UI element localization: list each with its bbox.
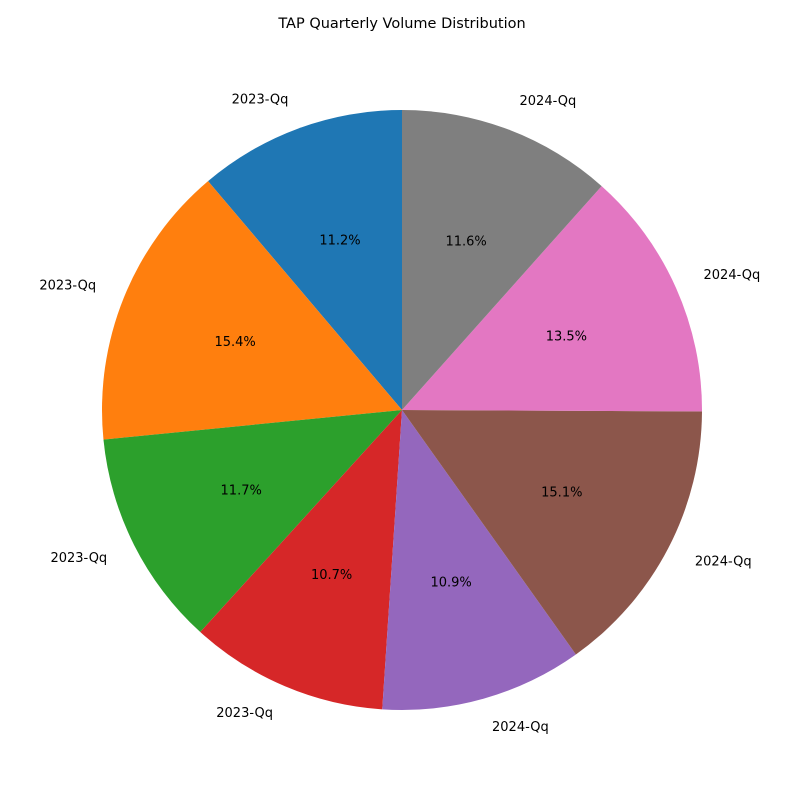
slice-category-label: 2024-Qq: [704, 268, 761, 283]
percentage-labels: 11.2% 15.4% 11.7% 10.7% 10.9% 15.1% 13.5% 11.6%: [214, 234, 587, 591]
pie-slice: [208, 110, 402, 410]
slice-category-label: 2023-Qq: [50, 551, 107, 566]
pie-slice: [200, 410, 402, 710]
slice-percentage-label: 15.4%: [214, 335, 255, 350]
slice-percentage-label: 11.6%: [445, 234, 486, 249]
slice-category-label: 2024-Qq: [695, 555, 752, 570]
chart-title: TAP Quarterly Volume Distribution: [277, 16, 525, 32]
slice-percentage-label: 10.9%: [430, 576, 471, 591]
pie-slice: [382, 410, 576, 711]
slice-category-label: 2023-Qq: [232, 93, 289, 108]
slice-labels: 2023-Qq 2023-Qq 2023-Qq 2023-Qq 2024-Qq 2024-…: [39, 93, 760, 735]
slice-percentage-label: 11.2%: [319, 234, 360, 249]
slice-category-label: 2023-Qq: [39, 279, 96, 294]
pie-slice: [103, 410, 403, 633]
slice-category-label: 2023-Qq: [216, 706, 273, 721]
pie-slices: [101, 110, 703, 711]
slice-percentage-label: 13.5%: [546, 329, 587, 344]
pie-slice: [402, 410, 702, 655]
pie-slice: [402, 110, 602, 410]
slice-percentage-label: 11.7%: [221, 483, 262, 498]
pie-slice: [402, 186, 703, 412]
slice-category-label: 2024-Qq: [492, 720, 549, 735]
slice-percentage-label: 10.7%: [311, 568, 352, 583]
pie-slice: [101, 181, 403, 440]
slice-category-label: 2024-Qq: [520, 94, 577, 109]
slice-percentage-label: 15.1%: [541, 485, 582, 500]
